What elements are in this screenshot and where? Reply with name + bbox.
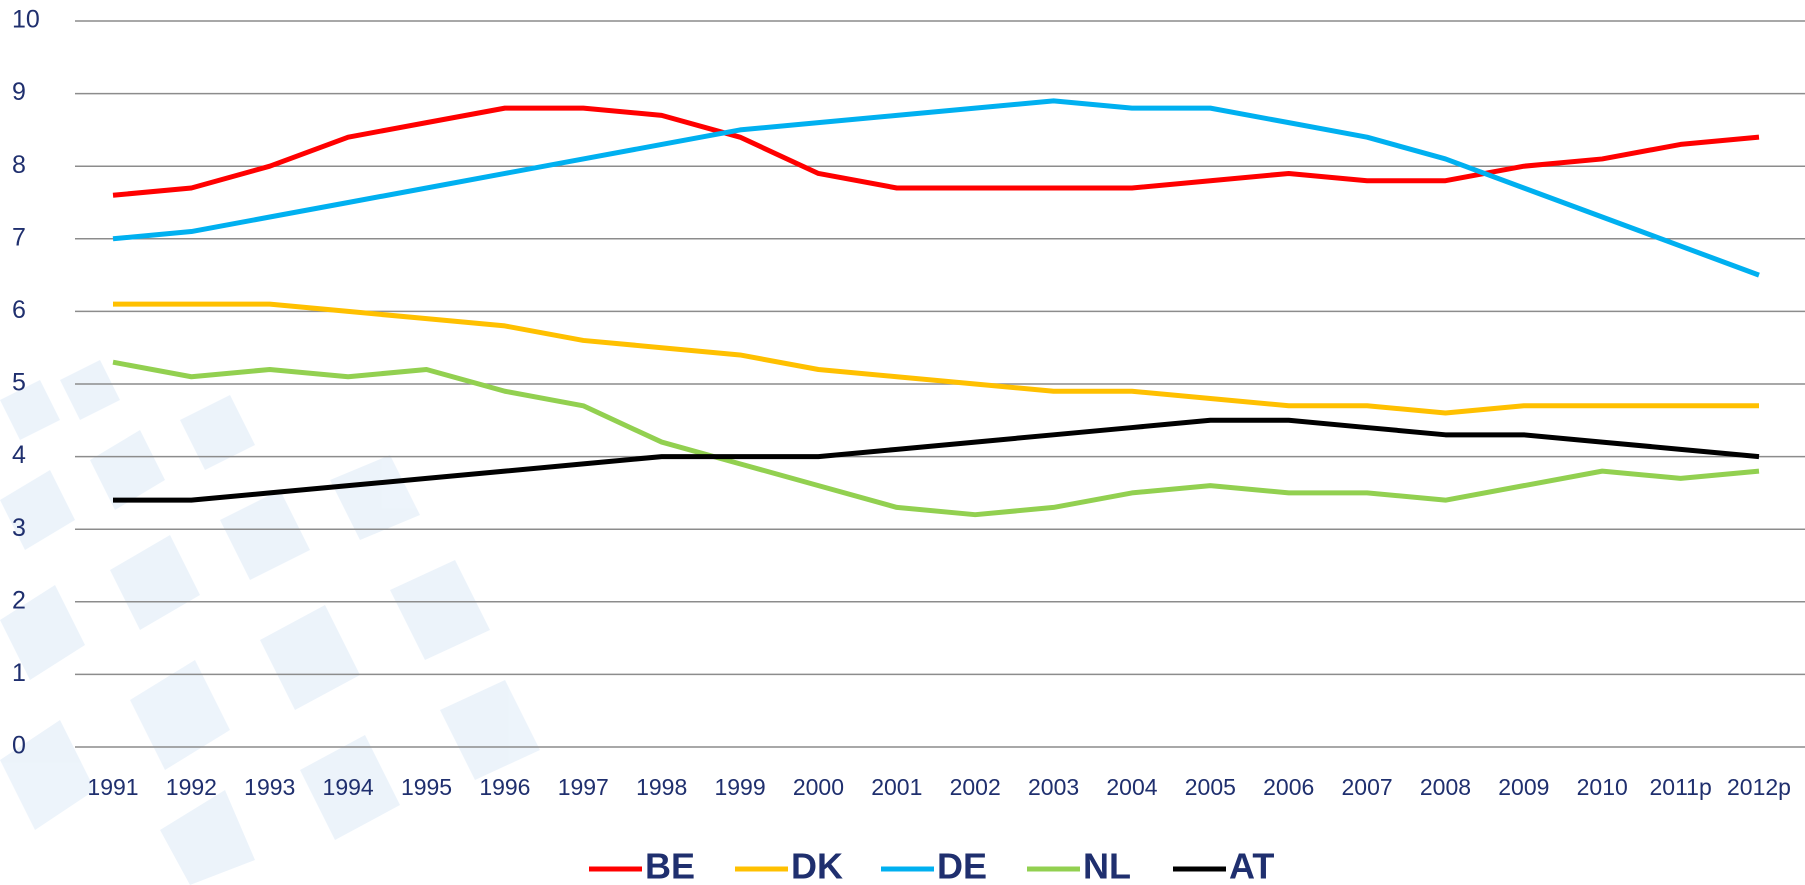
x-tick-label: 1997 — [558, 774, 609, 800]
y-tick-label: 7 — [12, 223, 26, 251]
x-tick-label: 2012p — [1727, 774, 1791, 800]
y-tick-label: 10 — [12, 6, 40, 34]
legend-label: NL — [1083, 846, 1131, 885]
x-tick-label: 2008 — [1420, 774, 1471, 800]
x-tick-label: 2006 — [1263, 774, 1314, 800]
x-tick-label: 2001 — [871, 774, 922, 800]
series-line — [113, 304, 1759, 413]
legend-label: AT — [1229, 846, 1274, 885]
y-tick-label: 2 — [12, 586, 26, 614]
x-tick-label: 1996 — [479, 774, 530, 800]
x-tick-label: 2004 — [1106, 774, 1157, 800]
legend: BE DK DE NL AT — [589, 846, 1274, 885]
x-tick-label: 1993 — [244, 774, 295, 800]
legend-label: DE — [937, 846, 987, 885]
x-tick-label: 2003 — [1028, 774, 1079, 800]
x-tick-label: 1992 — [166, 774, 217, 800]
y-tick-label: 1 — [12, 659, 26, 687]
x-tick-label: 2011p — [1649, 774, 1711, 800]
x-tick-label: 1999 — [714, 774, 765, 800]
chart: 0 1 2 3 4 5 6 7 8 9 10 1991 1992 1993 1994 1995 1996 1997… — [0, 0, 1805, 885]
page: 0 1 2 3 4 5 6 7 8 9 10 1991 1992 1993 1994 1995 1996 1997… — [0, 0, 1805, 885]
background-pattern — [0, 360, 540, 885]
legend-label: DK — [791, 846, 843, 885]
y-tick-label: 6 — [12, 296, 26, 324]
y-tick-label: 4 — [12, 441, 26, 469]
y-tick-label: 9 — [12, 78, 26, 106]
y-tick-label: 0 — [12, 732, 26, 760]
x-tick-label: 1998 — [636, 774, 687, 800]
x-tick-label: 2002 — [950, 774, 1001, 800]
y-tick-label: 8 — [12, 151, 26, 179]
x-tick-label: 1994 — [323, 774, 374, 800]
lines — [113, 101, 1759, 515]
y-tick-label: 3 — [12, 514, 26, 542]
y-tick-label: 5 — [12, 369, 26, 397]
x-tick-label: 2000 — [793, 774, 844, 800]
x-tick-label: 2005 — [1185, 774, 1236, 800]
x-tick-label: 1995 — [401, 774, 452, 800]
x-tick-label: 2007 — [1342, 774, 1393, 800]
x-tick-label: 2010 — [1577, 774, 1628, 800]
x-tick-label: 2009 — [1498, 774, 1549, 800]
x-tick-label: 1991 — [87, 774, 138, 800]
legend-label: BE — [645, 846, 695, 885]
